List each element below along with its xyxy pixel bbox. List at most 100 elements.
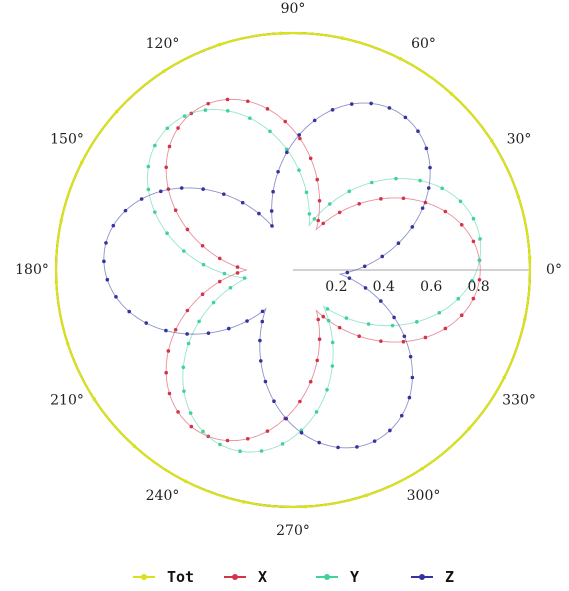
angle-tick-label: 30° bbox=[507, 132, 532, 148]
legend-label-y: Y bbox=[350, 568, 360, 586]
data-point-z bbox=[284, 416, 288, 421]
data-point-x bbox=[471, 239, 476, 244]
data-point-tot bbox=[467, 426, 471, 431]
data-point-x bbox=[357, 202, 362, 206]
data-point-x bbox=[401, 196, 406, 201]
data-point-y bbox=[366, 322, 371, 326]
data-point-x bbox=[401, 339, 406, 344]
data-point-z bbox=[410, 225, 415, 229]
data-point-x bbox=[185, 308, 190, 313]
angle-tick-label: 120° bbox=[146, 36, 180, 52]
data-point-y bbox=[312, 217, 317, 221]
data-point-z bbox=[428, 165, 432, 170]
data-point-x bbox=[217, 256, 222, 261]
legend-swatch-z bbox=[411, 571, 433, 583]
data-point-x bbox=[235, 265, 240, 269]
data-point-x bbox=[176, 410, 180, 414]
data-point-tot bbox=[59, 218, 63, 223]
data-point-z bbox=[206, 331, 211, 335]
data-point-x bbox=[245, 99, 250, 104]
data-point-z bbox=[426, 186, 431, 190]
data-point-x bbox=[176, 126, 180, 130]
data-point-z bbox=[276, 169, 280, 174]
data-point-x bbox=[321, 221, 326, 226]
data-point-tot bbox=[65, 341, 70, 346]
legend-swatch-x bbox=[224, 571, 246, 583]
data-point-y bbox=[248, 116, 252, 120]
data-point-y bbox=[471, 216, 476, 221]
legend-label-x: X bbox=[258, 568, 268, 586]
data-point-z bbox=[285, 150, 289, 155]
data-point-y bbox=[477, 258, 482, 263]
data-point-z bbox=[105, 277, 110, 282]
legend-item-tot: Tot bbox=[133, 566, 194, 588]
data-point-z bbox=[123, 208, 128, 213]
data-point-y bbox=[242, 276, 247, 280]
data-point-z bbox=[355, 445, 359, 449]
radial-tick-label: 0.4 bbox=[373, 279, 395, 295]
legend-swatch-tot bbox=[133, 571, 155, 583]
data-point-x bbox=[308, 379, 313, 384]
data-point-tot bbox=[340, 36, 345, 40]
data-point-x bbox=[225, 438, 230, 443]
series-tot bbox=[54, 31, 532, 509]
data-point-y bbox=[394, 176, 398, 181]
data-point-z bbox=[270, 224, 274, 228]
data-point-y bbox=[326, 318, 331, 323]
angle-tick-label: 300° bbox=[407, 488, 441, 504]
data-point-y bbox=[418, 178, 422, 183]
data-point-y bbox=[437, 310, 442, 315]
series-z bbox=[102, 101, 432, 450]
data-point-z bbox=[260, 319, 265, 324]
series-line-tot bbox=[54, 31, 532, 509]
data-point-y bbox=[259, 449, 264, 453]
data-point-y bbox=[330, 340, 335, 345]
data-point-x bbox=[217, 279, 222, 284]
data-point-tot bbox=[162, 69, 166, 74]
data-point-tot bbox=[303, 504, 308, 509]
data-point-z bbox=[240, 200, 245, 205]
data-point-y bbox=[201, 429, 205, 434]
data-point-x bbox=[189, 424, 194, 429]
data-point-z bbox=[226, 326, 231, 331]
data-point-y bbox=[280, 442, 285, 446]
data-point-y bbox=[165, 126, 170, 131]
data-point-tot bbox=[92, 397, 97, 401]
data-point-x bbox=[321, 314, 326, 319]
data-point-z bbox=[127, 309, 132, 314]
data-point-tot bbox=[364, 493, 369, 498]
data-point-tot bbox=[516, 194, 521, 199]
data-point-x bbox=[477, 277, 482, 282]
data-point-tot bbox=[449, 92, 454, 96]
data-point-y bbox=[146, 164, 151, 169]
data-point-z bbox=[201, 187, 205, 191]
data-point-y bbox=[268, 129, 272, 134]
radial-tick-label: 0.6 bbox=[420, 279, 442, 295]
angle-tick-label: 60° bbox=[411, 36, 436, 52]
angle-tick-label: 270° bbox=[276, 523, 310, 539]
data-point-z bbox=[114, 295, 118, 299]
data-point-z bbox=[330, 108, 335, 112]
data-point-x bbox=[164, 165, 168, 170]
data-point-y bbox=[188, 411, 193, 415]
series-layer bbox=[54, 31, 532, 509]
data-point-z bbox=[104, 241, 108, 245]
data-point-tot bbox=[241, 500, 246, 504]
data-point-y bbox=[181, 365, 186, 370]
data-point-z bbox=[399, 413, 404, 418]
data-point-x bbox=[206, 101, 211, 106]
data-point-z bbox=[403, 115, 408, 120]
data-point-y bbox=[146, 187, 151, 192]
data-point-y bbox=[456, 296, 461, 301]
data-point-tot bbox=[527, 255, 532, 260]
data-point-x bbox=[443, 326, 448, 331]
data-point-x bbox=[235, 271, 240, 275]
data-point-y bbox=[327, 202, 332, 206]
data-point-z bbox=[245, 319, 249, 323]
data-point-z bbox=[416, 129, 420, 133]
data-point-x bbox=[245, 436, 250, 441]
angle-tick-label: 150° bbox=[50, 132, 84, 148]
data-point-x bbox=[379, 339, 383, 343]
data-point-z bbox=[392, 315, 396, 320]
